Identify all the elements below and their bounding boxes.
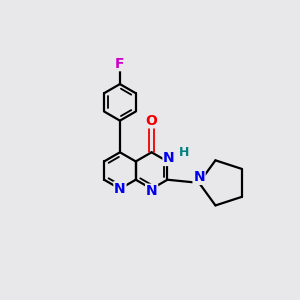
Text: N: N: [146, 184, 158, 198]
Text: H: H: [179, 146, 189, 159]
Text: O: O: [146, 114, 158, 128]
Text: N: N: [163, 151, 175, 165]
Text: F: F: [115, 56, 125, 70]
Text: N: N: [114, 182, 126, 196]
Text: N: N: [193, 170, 205, 184]
